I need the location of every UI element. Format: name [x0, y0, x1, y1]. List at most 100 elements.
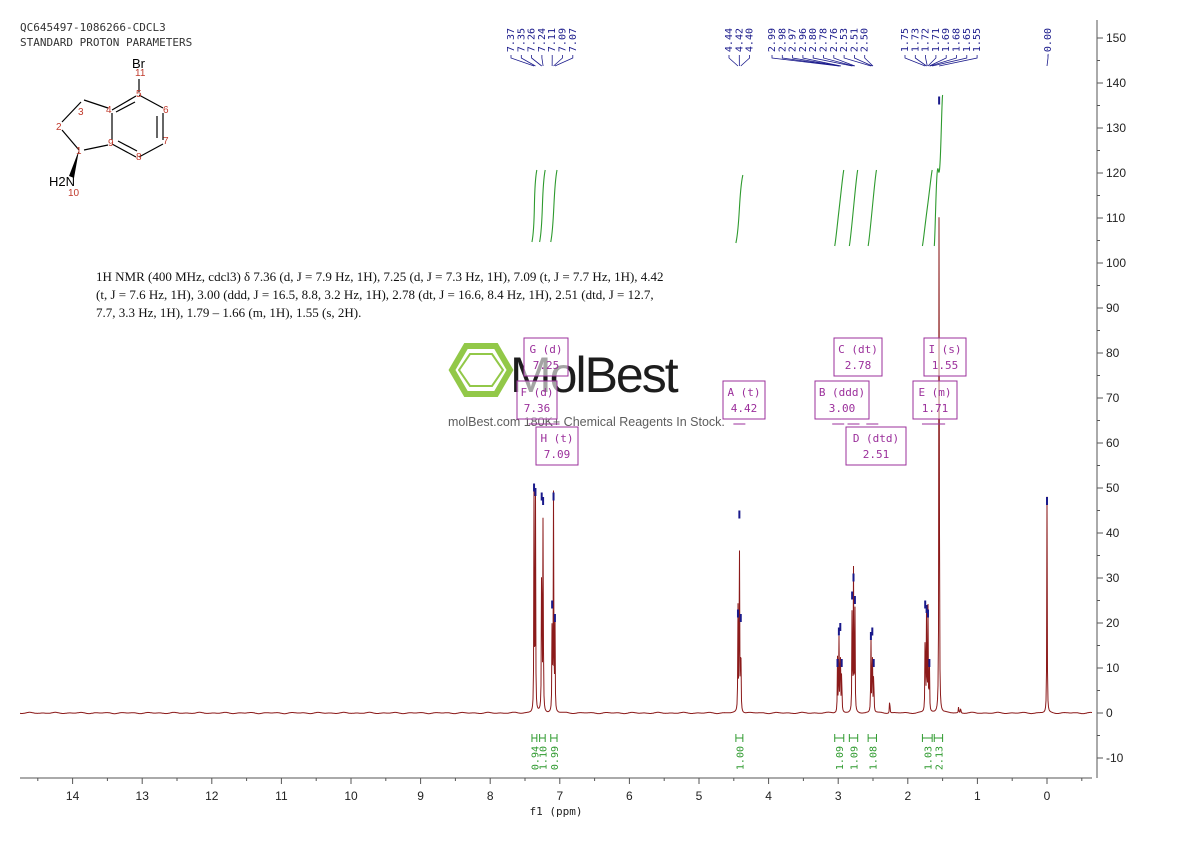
multiplet-shift: 4.42 [731, 402, 758, 415]
y-tick-label: 50 [1106, 481, 1120, 495]
y-tick-label: 110 [1106, 211, 1125, 225]
multiplet-label: H (t) [540, 432, 573, 445]
atom-label: H2N [49, 174, 75, 189]
y-tick-label: 140 [1106, 76, 1126, 90]
multiplet-box [535, 426, 579, 466]
multiplet-box [523, 337, 569, 377]
x-tick-label: 9 [417, 789, 424, 803]
watermark-tagline: molBest.com 180K+ Chemical Reagents In S… [448, 415, 725, 429]
peak-shift-label: 2.51 [849, 28, 860, 52]
peak-shift-label: 1.71 [931, 28, 942, 52]
atom-label: 2 [56, 122, 62, 133]
peak-shift-label: 7.07 [568, 28, 579, 52]
x-tick-label: 11 [275, 789, 288, 803]
multiplet-shift: 7.36 [524, 402, 551, 415]
peak-shift-label: 1.68 [952, 28, 963, 52]
x-tick-label: 13 [136, 789, 150, 803]
y-tick-label: 100 [1106, 256, 1126, 270]
y-tick-label: 120 [1106, 166, 1126, 180]
peak-label-connector [939, 55, 978, 67]
x-tick-label: 3 [835, 789, 842, 803]
multiplet-shift: 7.25 [533, 359, 560, 372]
multiplet-box [845, 426, 907, 466]
atom-label: 4 [106, 105, 112, 116]
peak-label-connector [932, 55, 968, 67]
peak-shift-label: -0.00 [1043, 28, 1054, 58]
atom-label: 11 [135, 68, 146, 79]
peak-label-connector [925, 55, 928, 67]
multiplet-box [923, 337, 967, 377]
y-tick-label: 90 [1106, 301, 1120, 315]
integral-value: 0.94 [530, 746, 541, 770]
peak-shift-label: 4.40 [745, 28, 756, 52]
integral-value: 1.03 [923, 746, 934, 770]
multiplet-box [722, 380, 766, 420]
multiplet-shift: 7.09 [544, 448, 571, 461]
peak-label-connector [802, 55, 842, 67]
atom-label: 10 [68, 188, 80, 199]
y-tick-label: 20 [1106, 616, 1120, 630]
multiplet-box [516, 380, 558, 420]
multiplet-box [833, 337, 883, 377]
peak-shift-label: 2.96 [798, 28, 809, 52]
peak-label-connector [553, 55, 563, 67]
y-tick-label: 10 [1106, 661, 1120, 675]
peak-shift-label: 2.97 [788, 28, 799, 52]
atom-label: 3 [78, 107, 84, 118]
multiplet-label: G (d) [529, 343, 562, 356]
spectrum-line [20, 217, 1092, 715]
y-tick-label: 0 [1106, 706, 1113, 720]
integral-value: 1.09 [850, 746, 861, 770]
multiplet-label: E (m) [918, 386, 951, 399]
atom-label: 5 [136, 89, 142, 100]
peak-shift-label: 7.09 [558, 28, 569, 52]
molecule-structure: 11 5 6 7 8 9 4 3 2 1 10 Br H2N [49, 56, 169, 199]
peak-label-connector [864, 55, 874, 67]
peak-shift-label: 1.72 [921, 28, 932, 52]
peak-shift-label: 2.98 [777, 28, 788, 52]
peak-label-connector [740, 55, 750, 67]
peak-shift-label: 2.80 [808, 28, 819, 52]
multiplet-label: A (t) [727, 386, 760, 399]
multiplet-shift: 2.51 [863, 448, 890, 461]
y-tick-label: 40 [1106, 526, 1120, 540]
x-tick-label: 0 [1044, 789, 1051, 803]
logo-hexagon-icon [448, 343, 514, 397]
peak-shift-label: 4.42 [734, 28, 745, 52]
x-axis-label: f1 (ppm) [530, 805, 583, 818]
integral-value: 1.00 [735, 746, 746, 770]
peak-shift-label: 1.75 [900, 28, 911, 52]
multiplet-shift: 1.55 [932, 359, 959, 372]
peak-label-connector [531, 55, 542, 67]
peak-shift-label: 7.24 [537, 28, 548, 52]
atom-label: 6 [163, 105, 169, 116]
y-tick-label: 60 [1106, 436, 1120, 450]
peak-shift-label: 7.11 [547, 28, 558, 52]
integral-value: 1.08 [868, 746, 879, 770]
peak-shift-label: 1.55 [972, 28, 983, 52]
y-tick-label: 30 [1106, 571, 1120, 585]
y-tick-label: 150 [1106, 31, 1126, 45]
peak-label-connector [929, 55, 957, 67]
multiplet-shift: 1.71 [922, 402, 949, 415]
x-tick-label: 5 [696, 789, 703, 803]
integral-value: 1.09 [835, 746, 846, 770]
peak-label-connector [929, 55, 947, 67]
integral-curve [539, 169, 546, 243]
peak-label-connector [510, 55, 535, 67]
peak-label-connector [854, 55, 873, 67]
nmr-description: 1H NMR (400 MHz, cdcl3) δ 7.36 (d, J = 7… [96, 269, 664, 320]
peak-label-connector [823, 55, 854, 67]
x-tick-label: 6 [626, 789, 633, 803]
peak-label-connector [541, 55, 544, 67]
atom-label: Br [132, 56, 146, 71]
integral-curve [735, 174, 744, 244]
peak-shift-label: 1.65 [962, 28, 973, 52]
peak-label-connector [554, 55, 574, 67]
peak-label-connector [927, 55, 937, 67]
multiplet-label: D (dtd) [853, 432, 899, 445]
integral-curve [834, 169, 845, 247]
multiplet-box [912, 380, 958, 420]
peak-shift-label: 2.53 [839, 28, 850, 52]
